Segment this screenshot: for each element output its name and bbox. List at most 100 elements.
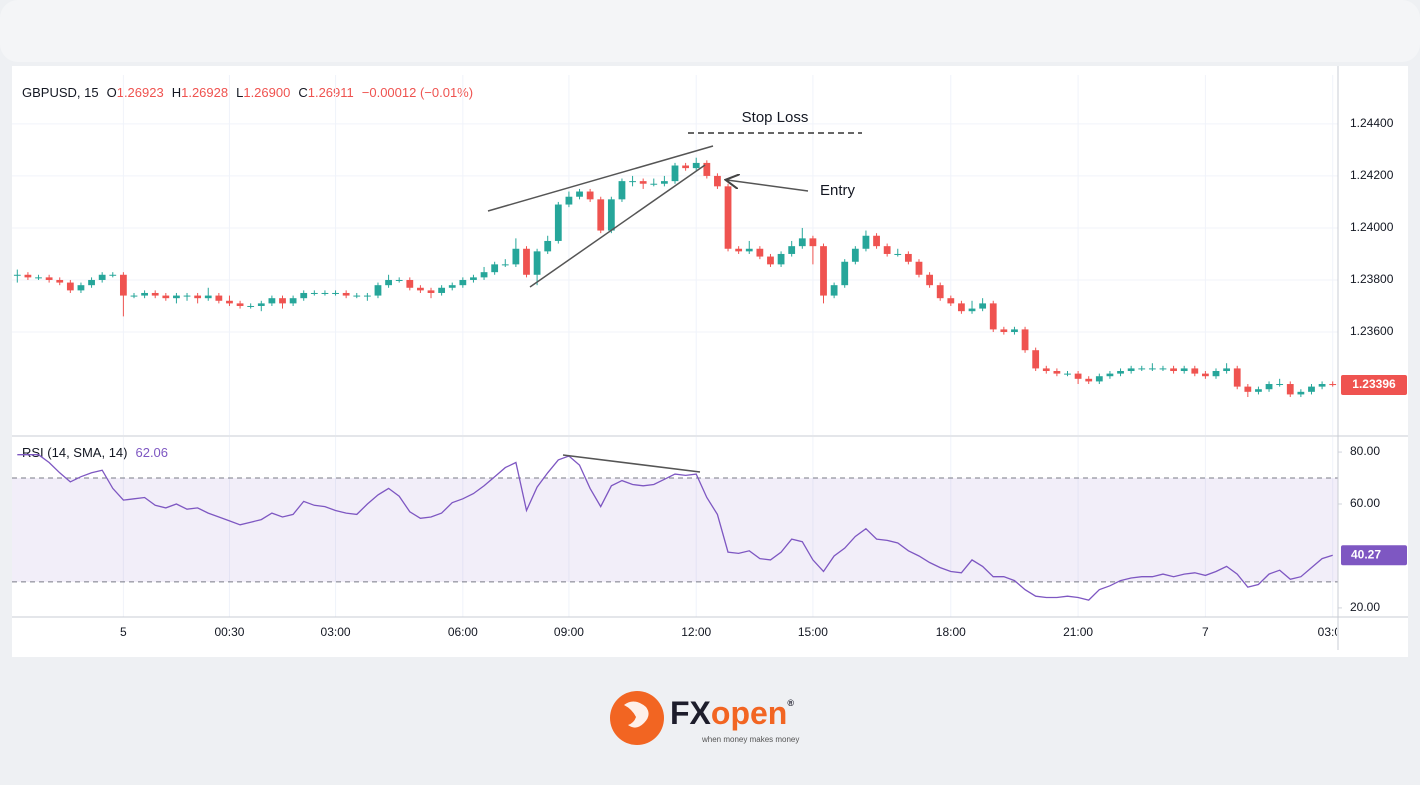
y-tick-label: 20.00 <box>1350 600 1380 614</box>
candle-body <box>714 175 721 187</box>
candle-body <box>45 277 53 280</box>
candle-body <box>1276 384 1284 386</box>
candle-body <box>363 295 371 297</box>
rsi-tag-label: 40.27 <box>1351 547 1381 561</box>
candle-body <box>438 287 446 293</box>
candle-body <box>342 292 350 296</box>
x-tick-label: 21:00 <box>1063 625 1093 639</box>
candle-body <box>1170 368 1177 372</box>
logo-icon-detail <box>624 701 649 728</box>
candle-body <box>1233 368 1241 387</box>
entry-arrow <box>727 180 809 192</box>
logo: FXopen® when money makes money <box>610 691 799 745</box>
candle-body <box>310 292 318 294</box>
candle-body <box>586 191 594 200</box>
divergence-line <box>562 454 701 473</box>
candle-body <box>533 251 541 275</box>
x-tick-label: 18:00 <box>936 625 966 639</box>
price-header: GBPUSD, 15 O1.26923 H1.26928 L1.26900 C1.269… <box>22 85 473 100</box>
candle-body <box>671 165 679 182</box>
candle-body <box>88 279 95 286</box>
candle-body <box>544 240 552 252</box>
x-tick-label: 00:30 <box>214 625 244 639</box>
candle-body <box>512 248 520 265</box>
candle-body <box>1064 373 1071 375</box>
candle-body <box>926 274 933 286</box>
candle-body <box>300 292 308 299</box>
candle-body <box>289 298 297 304</box>
candle-body <box>618 181 626 200</box>
x-tick-label: 12:00 <box>681 625 711 639</box>
y-tick-label: 1.23800 <box>1350 272 1394 286</box>
candle-body <box>162 295 170 299</box>
candle-body <box>130 295 138 297</box>
candle-body <box>576 191 583 197</box>
candle-body <box>851 248 859 262</box>
candle-body <box>406 279 414 288</box>
candle-body <box>1021 329 1029 351</box>
candle-body <box>904 253 912 262</box>
candle-body <box>1308 386 1315 392</box>
candle-body <box>660 181 668 184</box>
candle-body <box>650 183 658 185</box>
candle-body <box>13 274 21 276</box>
stop-loss-label: Stop Loss <box>742 109 809 126</box>
logo-open: open <box>711 695 787 731</box>
candle-body <box>215 295 223 301</box>
rsi-title: RSI (14, SMA, 14) <box>22 445 127 460</box>
change: −0.00012 (−0.01%) <box>362 85 473 100</box>
wedge-lower <box>529 164 706 288</box>
candle-body <box>724 186 732 249</box>
candle-body <box>257 303 265 306</box>
candle-body <box>332 292 339 294</box>
logo-mark: ® <box>787 698 794 708</box>
candle-body <box>523 248 530 275</box>
candle-body <box>1042 368 1050 372</box>
rsi-tag <box>1341 545 1407 566</box>
candle-body <box>77 285 85 291</box>
candle-body <box>767 256 774 265</box>
candle-body <box>798 238 806 247</box>
candle-body <box>1053 371 1061 374</box>
candle-body <box>597 199 605 231</box>
rsi-value: 62.06 <box>135 445 168 460</box>
candle-body <box>470 277 477 280</box>
candle-body <box>491 264 499 273</box>
ohlc-key: H <box>172 85 181 100</box>
candle-body <box>24 274 32 278</box>
candle-body <box>353 295 361 297</box>
candle-body <box>1074 373 1082 379</box>
candle-body <box>565 196 573 205</box>
top-band <box>0 0 1420 62</box>
candle-body <box>247 305 255 307</box>
ohlc-value: 1.26928 <box>181 85 228 100</box>
candle-body <box>427 290 435 293</box>
symbol: GBPUSD, 15 <box>22 85 99 100</box>
candle-body <box>1297 391 1305 395</box>
candle-body <box>56 279 64 283</box>
candle-body <box>883 246 891 254</box>
candle-body <box>1180 368 1188 372</box>
y-tick-label: 1.23600 <box>1350 324 1394 338</box>
candle-body <box>830 285 838 296</box>
x-tick-label: 06:00 <box>448 625 478 639</box>
candle-body <box>894 253 902 255</box>
price-tag <box>1341 375 1407 396</box>
annotations: Stop Loss Entry <box>487 109 862 473</box>
candle-body <box>1000 329 1008 332</box>
candle-body <box>204 295 212 299</box>
ohlc-value: 1.26911 <box>308 85 354 100</box>
candle-body <box>1106 373 1114 377</box>
candle-body <box>448 285 456 288</box>
candle-body <box>1138 368 1146 370</box>
candle-body <box>639 181 647 184</box>
candle-body <box>1329 384 1337 386</box>
candle-body <box>915 261 923 275</box>
candle-body <box>395 279 403 281</box>
y-tick-label: 60.00 <box>1350 496 1380 510</box>
candle-body <box>374 285 382 296</box>
candle-body <box>226 300 233 304</box>
ohlc-key: L <box>236 85 243 100</box>
candle-body <box>873 235 880 247</box>
rsi-header: RSI (14, SMA, 14) 62.06 <box>22 445 168 460</box>
